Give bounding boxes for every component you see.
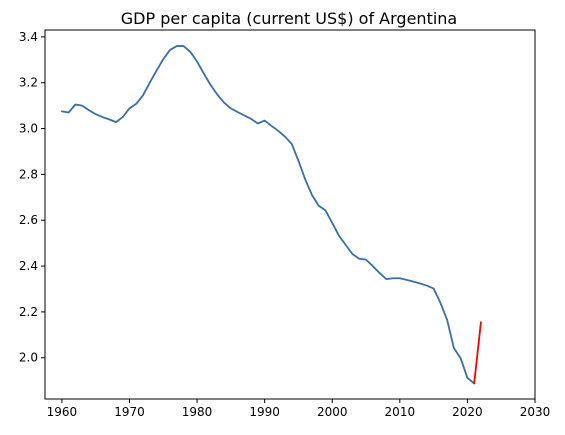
series-layer (61, 45, 482, 385)
axes-layer: 1960 1970 1980 1990 2000 2010 2020 2030 2.0 2.2 2.… (19, 30, 550, 419)
y-tick-label: 2.4 (19, 259, 38, 273)
x-tick-label: 1970 (114, 405, 145, 419)
y-tick-label: 2.2 (19, 305, 38, 319)
x-tick-label: 1980 (182, 405, 213, 419)
x-tick-label: 2030 (520, 405, 551, 419)
plot-frame (44, 29, 536, 400)
x-tick-label: 2020 (452, 405, 483, 419)
y-tick-label: 2.0 (19, 351, 38, 365)
x-tick-label: 1990 (249, 405, 280, 419)
y-tick-label: 2.6 (19, 213, 38, 227)
x-tick-label: 1960 (47, 405, 78, 419)
series-line-2 (473, 321, 482, 385)
y-tick-label: 3.2 (19, 76, 38, 90)
y-tick-label: 3.0 (19, 122, 38, 136)
series-line-1 (61, 45, 476, 385)
y-tick-label: 3.4 (19, 30, 38, 44)
x-tick-label: 2000 (317, 405, 348, 419)
x-tick-label: 2010 (385, 405, 416, 419)
y-tick-label: 2.8 (19, 167, 38, 181)
chart-title: GDP per capita (current US$) of Argentin… (121, 9, 457, 28)
